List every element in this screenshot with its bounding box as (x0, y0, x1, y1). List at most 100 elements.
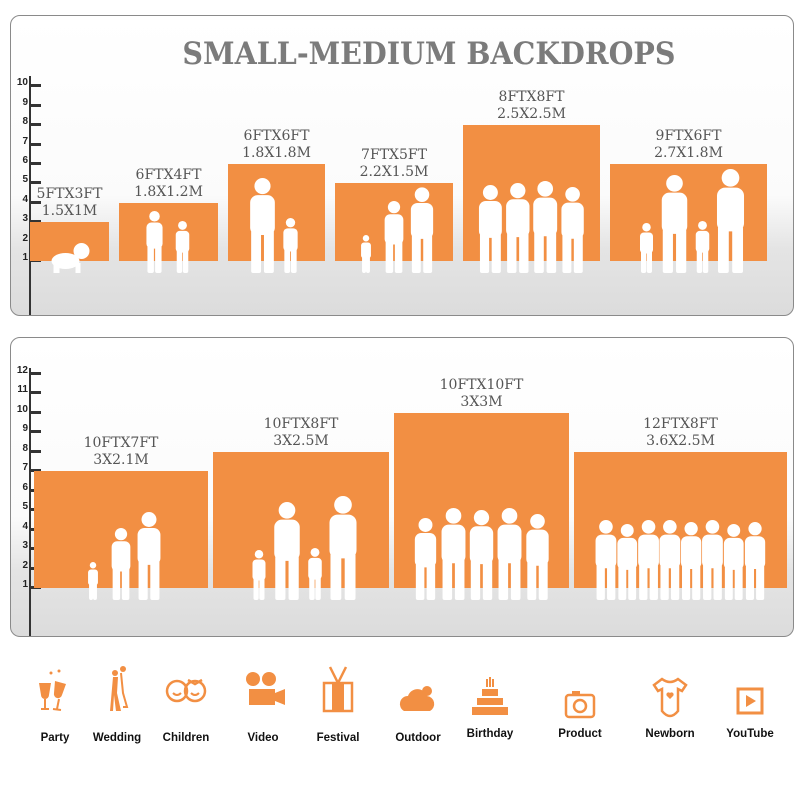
ruler-tick (31, 410, 41, 414)
use-case-label: Wedding (92, 732, 142, 744)
cloud-icon (399, 686, 435, 711)
use-case-label: Children (162, 732, 210, 744)
camera-icon (564, 691, 596, 719)
backdrop-size-bar (119, 202, 218, 261)
person-silhouette (329, 496, 357, 600)
use-case-festival: Festival (310, 665, 366, 749)
ruler-tick-label: 2 (22, 559, 28, 571)
backdrop-size-label: 10FTX7FT 3X2.1M (84, 435, 159, 469)
person-silhouette (744, 522, 766, 600)
use-case-product: Product (552, 665, 608, 749)
use-case-party: Party (27, 665, 83, 749)
backdrop-size-label: 10FTX8FT 3X2.5M (264, 416, 339, 450)
backdrop-size-label: 7FTX5FT 2.2X1.5M (360, 147, 429, 181)
size-feet: 5FTX3FT (36, 186, 103, 203)
person-silhouette (250, 178, 275, 273)
size-meters: 3.6X2.5M (646, 432, 715, 449)
size-feet: 7FTX5FT (361, 147, 427, 164)
use-case-newborn: Newborn (642, 665, 698, 749)
ruler-tick-label: 5 (22, 174, 28, 186)
ruler-tick-label: 8 (22, 116, 28, 128)
person-silhouette (640, 223, 653, 273)
person-silhouette (51, 243, 90, 273)
people-silhouettes (640, 169, 745, 273)
person-silhouette (308, 548, 322, 600)
people-silhouettes (478, 181, 584, 273)
person-silhouette (716, 169, 745, 273)
backdrop-size-label: 9FTX6FT 2.7X1.8M (654, 128, 723, 162)
person-silhouette (506, 183, 530, 273)
use-case-label: Video (247, 732, 279, 744)
person-silhouette (274, 502, 300, 600)
size-meters: 3X3M (460, 393, 503, 410)
person-silhouette (478, 185, 502, 273)
people-silhouettes (361, 187, 434, 273)
size-feet: 10FTX10FT (439, 376, 524, 393)
ruler-tick-label: 9 (22, 96, 28, 108)
ruler-tick (31, 391, 41, 394)
top-size-panel: SMALL-MEDIUM BACKDROPS 1 2 3 4 5 6 7 8 9 10 5FTX3F… (10, 15, 794, 316)
person-silhouette (695, 221, 710, 273)
use-case-wedding: Wedding (89, 665, 145, 749)
use-case-label: YouTube (726, 728, 774, 740)
person-silhouette (561, 187, 584, 273)
ruler-tick-label: 5 (22, 501, 28, 512)
use-case-label: Birthday (466, 728, 514, 740)
person-silhouette (595, 520, 617, 600)
ruler-tick-label: 9 (22, 423, 28, 434)
size-meters: 3X2.5M (273, 432, 329, 449)
ruler-tick (31, 162, 41, 165)
person-silhouette (175, 221, 190, 273)
ruler-tick-label: 6 (22, 155, 28, 166)
size-feet: 9FTX6FT (655, 128, 722, 144)
use-case-video: Video (235, 665, 291, 749)
use-case-label: Outdoor (395, 732, 441, 744)
people-silhouettes (595, 520, 766, 600)
use-case-birthday: Birthday (462, 665, 518, 749)
person-silhouette (497, 508, 522, 600)
ruler-tick-label: 4 (22, 520, 28, 532)
person-silhouette (702, 520, 723, 600)
ruler-tick-label: 10 (16, 77, 28, 89)
use-case-label: Newborn (645, 728, 695, 740)
backdrop-size-label: 12FTX8FT 3.6X2.5M (643, 416, 718, 450)
backdrop-size-label: 8FTX8FT 2.5X2.5M (497, 89, 566, 123)
size-meters: 2.5X2.5M (497, 106, 566, 123)
ruler-tick-label: 10 (16, 403, 28, 415)
person-silhouette (252, 550, 266, 600)
backdrop-size-label: 6FTX6FT 1.8X1.8M (242, 128, 311, 162)
person-silhouette (617, 524, 638, 600)
ruler-tick (31, 200, 41, 204)
ruler-axis (29, 368, 31, 636)
baby-onesie-icon (652, 677, 688, 718)
size-feet: 10FTX7FT (83, 435, 159, 451)
person-silhouette (441, 508, 466, 600)
use-case-outdoor: Outdoor (390, 665, 446, 749)
person-silhouette (137, 512, 161, 600)
size-meters: 2.7X1.8M (654, 145, 723, 161)
play-button-icon (736, 687, 764, 715)
backdrop-size-bar (213, 451, 389, 588)
person-silhouette (723, 524, 744, 600)
ruler-tick-label: 1 (22, 252, 28, 263)
people-silhouettes (146, 211, 190, 273)
person-silhouette (661, 175, 688, 273)
size-feet: 6FTX4FT (135, 166, 202, 183)
ruler-tick (31, 181, 41, 185)
ruler-tick (31, 469, 41, 472)
ruler-tick-label: 8 (22, 442, 28, 454)
person-silhouette (410, 187, 434, 273)
person-silhouette (88, 562, 98, 600)
ruler-tick-label: 6 (22, 481, 28, 493)
size-meters: 1.8X1.2M (134, 183, 203, 200)
ruler-tick (31, 103, 41, 107)
person-silhouette (111, 528, 131, 600)
children-faces-icon (165, 678, 207, 703)
person-silhouette (414, 518, 437, 600)
ruler-tick-label: 7 (22, 135, 28, 147)
ruler-tick (31, 449, 41, 453)
ruler-tick (31, 371, 41, 375)
size-meters: 1.5X1M (41, 203, 98, 220)
person-silhouette (469, 510, 494, 600)
birthday-cake-icon (472, 677, 508, 715)
